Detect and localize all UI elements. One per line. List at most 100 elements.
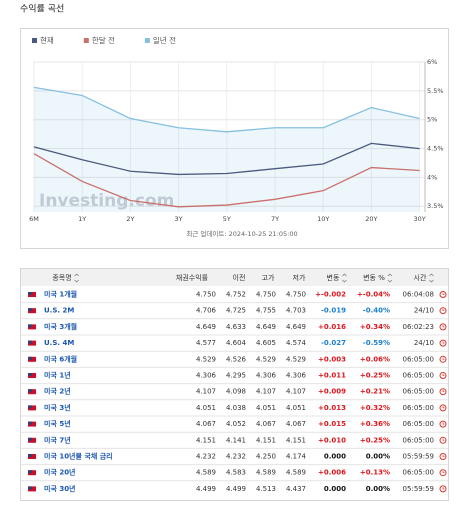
instrument-name[interactable]: 미국 7년 bbox=[44, 435, 71, 444]
cell: 4.107 bbox=[256, 388, 276, 396]
clock-icon bbox=[439, 339, 447, 347]
x-tick-label: 3Y bbox=[175, 215, 183, 223]
column-header[interactable]: 이전 bbox=[233, 273, 246, 282]
cell: 4.529 bbox=[256, 355, 276, 363]
instrument-name[interactable]: 미국 5년 bbox=[44, 419, 71, 428]
cell: 05:59:59 bbox=[403, 453, 434, 461]
cell: 4.750 bbox=[256, 291, 276, 299]
cell: 06:02:23 bbox=[403, 323, 434, 331]
clock-hand bbox=[442, 341, 445, 344]
y-tick-label: 4% bbox=[427, 173, 437, 181]
clock-icon bbox=[439, 388, 447, 396]
instrument-name[interactable]: 미국 3개월 bbox=[44, 322, 77, 331]
cell: -0.59% bbox=[363, 339, 390, 347]
x-tick-label: 2Y bbox=[126, 215, 134, 223]
column-header[interactable]: 고가 bbox=[262, 273, 275, 282]
instrument-name[interactable]: 미국 3년 bbox=[44, 403, 71, 412]
cell: 4.306 bbox=[286, 372, 307, 380]
instrument-name[interactable]: 미국 1년 bbox=[44, 371, 71, 380]
cell: +0.34% bbox=[360, 323, 390, 331]
column-header[interactable]: 채권수익률 bbox=[176, 273, 209, 282]
page-title: 수익률 곡선 bbox=[20, 3, 64, 15]
legend-label: 현재 bbox=[40, 36, 54, 45]
column-header[interactable]: 시간 bbox=[414, 273, 427, 282]
cell: 4.752 bbox=[226, 291, 246, 299]
flag-canton bbox=[28, 373, 32, 376]
cell: 4.513 bbox=[256, 485, 276, 493]
x-tick-label: 7Y bbox=[271, 215, 279, 223]
cell: 4.649 bbox=[286, 323, 306, 331]
instrument-name[interactable]: 미국 30년 bbox=[44, 484, 76, 493]
cell: 4.107 bbox=[286, 388, 306, 396]
sort-icon[interactable] bbox=[387, 273, 393, 283]
instrument-name[interactable]: U.S. 4M bbox=[44, 339, 74, 347]
sort-icon[interactable] bbox=[74, 273, 79, 283]
cell: 06:05:00 bbox=[403, 420, 434, 428]
cell: 4.107 bbox=[196, 388, 216, 396]
cell: 4.706 bbox=[196, 307, 217, 315]
clock-icon bbox=[439, 372, 447, 379]
sort-icon[interactable] bbox=[342, 273, 347, 283]
instrument-name[interactable]: 미국 2년 bbox=[44, 387, 71, 396]
instrument-name[interactable]: 미국 10년물 국채 금리 bbox=[44, 452, 113, 461]
x-tick-label: 30Y bbox=[413, 215, 425, 223]
cell: 4.574 bbox=[286, 339, 307, 347]
cell: 24/10 bbox=[414, 307, 434, 315]
cell: 4.526 bbox=[226, 355, 247, 363]
cell: 4.703 bbox=[286, 307, 306, 315]
cell: +0.06% bbox=[360, 355, 390, 363]
flag-canton bbox=[28, 470, 32, 474]
column-header[interactable]: 변동 bbox=[327, 274, 340, 282]
watermark: Investing.com bbox=[39, 191, 174, 211]
cell: 06:05:00 bbox=[403, 404, 434, 412]
cell: 4.051 bbox=[256, 404, 276, 412]
flag-canton bbox=[28, 308, 32, 312]
instrument-name[interactable]: 미국 6개월 bbox=[44, 354, 77, 363]
cell: +0.13% bbox=[360, 469, 390, 477]
legend-swatch bbox=[144, 38, 150, 43]
column-header[interactable]: 저가 bbox=[293, 273, 306, 282]
cell: +0.25% bbox=[360, 372, 390, 380]
cell: 4.755 bbox=[256, 307, 276, 315]
clock-hand bbox=[442, 292, 445, 295]
cell: 4.151 bbox=[256, 436, 276, 444]
clock-hand bbox=[442, 325, 445, 328]
clock-icon bbox=[439, 291, 447, 298]
cell: 4.589 bbox=[286, 469, 306, 477]
clock-icon bbox=[439, 469, 447, 477]
cell: 4.437 bbox=[286, 485, 306, 493]
x-tick-label: 1Y bbox=[78, 215, 86, 223]
cell: 4.052 bbox=[226, 420, 246, 428]
clock-hand bbox=[442, 438, 445, 441]
cell: 4.174 bbox=[286, 453, 307, 461]
cell: -0.027 bbox=[321, 339, 346, 347]
column-header[interactable]: 변동 % bbox=[363, 274, 385, 282]
cell: +-0.04% bbox=[357, 291, 390, 299]
flag-canton bbox=[28, 421, 32, 425]
cell: -0.40% bbox=[363, 307, 390, 315]
instrument-name[interactable]: 미국 20년 bbox=[44, 468, 76, 477]
cell: +0.006 bbox=[318, 469, 346, 477]
clock-hand bbox=[442, 389, 445, 393]
column-header[interactable]: 종목명 bbox=[52, 273, 71, 282]
clock-hand bbox=[442, 308, 445, 312]
cell: 4.151 bbox=[196, 436, 216, 444]
cell: 0.00% bbox=[366, 453, 390, 461]
cell: 4.604 bbox=[226, 339, 247, 347]
cell: 24/10 bbox=[414, 339, 434, 347]
clock-icon bbox=[439, 307, 447, 315]
cell: 4.295 bbox=[226, 372, 246, 380]
instrument-name[interactable]: 미국 1개월 bbox=[44, 290, 77, 299]
sort-icon[interactable] bbox=[429, 273, 434, 283]
legend-swatch bbox=[83, 38, 89, 43]
cell: 4.067 bbox=[196, 420, 216, 428]
instrument-name[interactable]: U.S. 2M bbox=[44, 307, 74, 315]
cell: 4.577 bbox=[196, 339, 216, 347]
clock-hand bbox=[442, 373, 445, 376]
x-tick-label: 10Y bbox=[317, 215, 329, 223]
cell: 4.633 bbox=[226, 323, 246, 331]
cell: +0.009 bbox=[318, 388, 346, 396]
cell: 0.000 bbox=[324, 485, 346, 493]
clock-hand bbox=[442, 406, 445, 409]
